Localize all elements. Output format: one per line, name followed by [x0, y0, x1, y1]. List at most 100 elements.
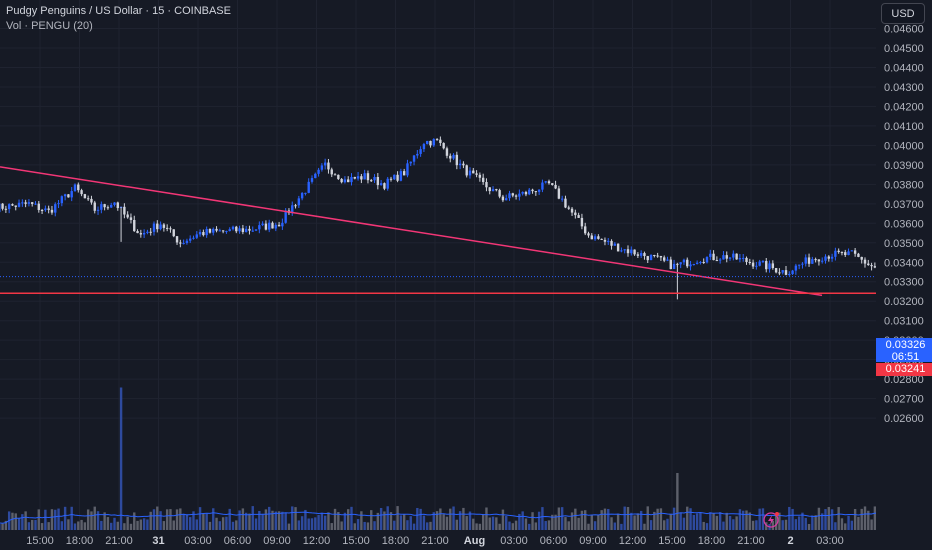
- volume-bar: [323, 515, 327, 530]
- candle-body: [742, 257, 745, 259]
- chart-title[interactable]: Pudgy Penguins / US Dollar · 15 · COINBA…: [6, 5, 231, 17]
- candle-body: [834, 250, 837, 257]
- volume-bar: [518, 513, 521, 530]
- price-tick-label: 0.03300: [884, 277, 924, 289]
- candle-body: [156, 223, 159, 230]
- time-tick-label: 21:00: [737, 535, 765, 547]
- volume-bar: [718, 512, 722, 530]
- volume-bar: [205, 513, 208, 530]
- candle-body: [133, 219, 136, 232]
- volume-bar: [607, 508, 610, 530]
- volume-bar: [682, 517, 686, 530]
- candle-body: [412, 155, 416, 162]
- candle-body: [478, 174, 482, 178]
- volume-bar: [103, 512, 106, 530]
- candle-body: [524, 192, 528, 195]
- volume-bar: [458, 511, 462, 530]
- candle-body: [636, 254, 640, 256]
- candle-body: [751, 262, 755, 267]
- volume-bar: [195, 519, 198, 530]
- candle-body: [83, 194, 87, 199]
- candle-body: [699, 262, 702, 264]
- volume-bar: [396, 506, 399, 530]
- volume-bar: [722, 521, 725, 530]
- candle-body: [847, 251, 850, 256]
- candle-body: [587, 233, 590, 236]
- volume-bar: [814, 515, 817, 530]
- volume-bar: [353, 523, 356, 530]
- volume-bar: [432, 512, 435, 530]
- candle-body: [360, 176, 363, 180]
- volume-bar: [452, 506, 455, 530]
- candle-body: [93, 202, 96, 211]
- volume-indicator-label[interactable]: Vol · PENGU (20): [6, 20, 93, 32]
- candle-body: [534, 191, 538, 193]
- candle-body: [110, 204, 113, 208]
- candle-body: [514, 195, 518, 197]
- volume-bar: [761, 508, 765, 530]
- volume-bar: [248, 513, 251, 530]
- volume-bar: [393, 520, 396, 530]
- volume-bar: [426, 522, 429, 530]
- volume-bar: [633, 515, 636, 530]
- volume-bar: [870, 519, 873, 530]
- volume-bar: [182, 513, 185, 530]
- candle-body: [429, 140, 432, 146]
- candle-body: [323, 162, 327, 166]
- candle-body: [225, 231, 228, 233]
- bar-countdown: 06:51: [891, 351, 920, 363]
- price-tick-label: 0.03600: [884, 218, 924, 230]
- time-tick-label: 15:00: [342, 535, 370, 547]
- candle-body: [788, 273, 791, 275]
- volume-bar: [172, 520, 175, 530]
- volume-bar: [40, 523, 44, 530]
- volume-bar: [745, 510, 748, 530]
- volume-bar: [383, 511, 386, 530]
- candle-body: [626, 249, 630, 254]
- candle-body: [551, 183, 554, 185]
- volume-bar: [218, 521, 222, 530]
- candle-body: [363, 173, 366, 180]
- price-tick-label: 0.02600: [884, 413, 924, 425]
- volume-bar: [254, 518, 258, 530]
- candle-body: [63, 194, 67, 197]
- candle-body: [172, 229, 175, 237]
- currency-button[interactable]: USD: [881, 3, 925, 24]
- candle-body: [373, 176, 376, 181]
- volume-bar: [291, 506, 294, 530]
- candle-body: [310, 178, 314, 182]
- candle-body: [175, 236, 179, 243]
- volume-bar: [656, 508, 659, 530]
- candle-body: [574, 212, 577, 216]
- volume-bar: [386, 506, 389, 530]
- volume-bar: [827, 507, 830, 530]
- alert-icon[interactable]: [763, 512, 779, 528]
- candle-body: [386, 178, 389, 189]
- volume-bar: [189, 517, 192, 530]
- candle-body: [577, 215, 580, 218]
- volume-bar: [587, 523, 590, 530]
- candle-body: [241, 228, 245, 233]
- volume-bar: [791, 508, 794, 530]
- volume-bar: [419, 508, 422, 530]
- candle-body: [419, 149, 422, 154]
- volume-bar: [422, 515, 426, 530]
- time-tick-label: 03:00: [184, 535, 212, 547]
- candle-body: [37, 203, 40, 210]
- candle-body: [248, 228, 251, 231]
- candle-body: [212, 228, 215, 233]
- candle-body: [238, 228, 241, 232]
- candle-body: [705, 256, 709, 263]
- time-tick-label: 21:00: [105, 535, 133, 547]
- time-tick-label: 06:00: [224, 535, 252, 547]
- volume-bar: [537, 511, 541, 530]
- volume-bar: [824, 509, 827, 530]
- candle-body: [781, 270, 784, 273]
- volume-bar: [4, 520, 8, 530]
- volume-bar: [521, 511, 524, 530]
- volume-bar: [162, 521, 166, 530]
- volume-bar: [501, 509, 505, 530]
- volume-bar: [630, 512, 633, 530]
- volume-bar: [455, 519, 459, 530]
